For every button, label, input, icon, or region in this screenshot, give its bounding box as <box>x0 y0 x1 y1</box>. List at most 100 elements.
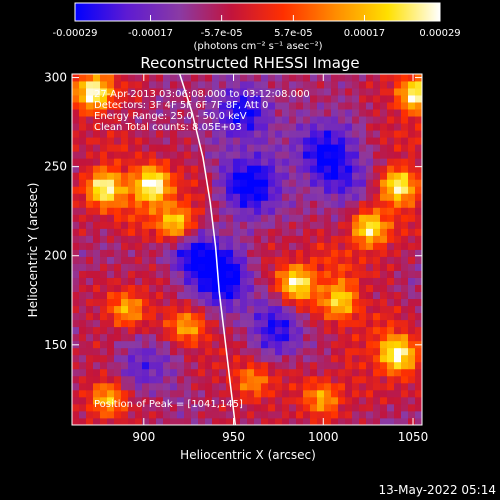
heatmap-cell <box>394 137 402 145</box>
heatmap-cell <box>114 235 122 243</box>
heatmap-cell <box>366 361 374 370</box>
heatmap-cell <box>303 277 311 285</box>
heatmap-cell <box>177 235 185 243</box>
heatmap-cell <box>366 319 374 328</box>
heatmap-cell <box>114 382 122 391</box>
heatmap-cell <box>114 207 122 215</box>
heatmap-cell <box>191 200 199 208</box>
heatmap-cell <box>212 263 220 271</box>
heatmap-cell <box>303 263 311 271</box>
heatmap-cell <box>303 354 311 363</box>
heatmap-cell <box>415 228 423 236</box>
heatmap-cell <box>282 102 290 110</box>
heatmap-cell <box>310 347 318 356</box>
annotation-counts: Clean Total counts: 8.05E+03 <box>94 122 242 133</box>
heatmap-cell <box>359 116 367 124</box>
heatmap-cell <box>142 165 150 173</box>
heatmap-cell <box>184 361 192 370</box>
heatmap-cell <box>205 249 213 257</box>
heatmap-cell <box>401 179 409 187</box>
heatmap-cell <box>107 228 115 236</box>
heatmap-cell <box>268 263 276 271</box>
heatmap-cell <box>303 326 311 335</box>
heatmap-cell <box>254 165 262 173</box>
heatmap-cell <box>233 277 241 285</box>
heatmap-cell <box>233 179 241 187</box>
heatmap-cell <box>345 361 353 370</box>
heatmap-cell <box>254 172 262 180</box>
heatmap-cell <box>268 270 276 278</box>
heatmap-cell <box>163 291 171 300</box>
heatmap-cell <box>366 151 374 159</box>
heatmap-cell <box>408 144 416 152</box>
heatmap-cell <box>86 109 94 117</box>
heatmap-cell <box>373 305 381 314</box>
heatmap-cell <box>93 270 101 278</box>
heatmap-cell <box>387 361 395 370</box>
heatmap-cell <box>247 284 255 293</box>
heatmap-cell <box>100 165 108 173</box>
heatmap-cell <box>121 242 129 250</box>
heatmap-cell <box>289 151 297 159</box>
heatmap-cell <box>156 312 164 321</box>
heatmap-cell <box>198 319 206 328</box>
heatmap-cell <box>205 277 213 285</box>
colorbar-unit-label: (photons cm⁻² s⁻¹ asec⁻²) <box>193 41 322 52</box>
heatmap-cell <box>331 130 339 138</box>
heatmap-cell <box>128 214 136 222</box>
heatmap-cell <box>275 74 283 82</box>
heatmap-cell <box>93 74 101 82</box>
heatmap-cell <box>275 102 283 110</box>
heatmap-cell <box>233 389 241 398</box>
heatmap-cell <box>219 74 227 82</box>
heatmap-cell <box>156 172 164 180</box>
heatmap-cell <box>128 333 136 342</box>
heatmap-cell <box>107 88 115 96</box>
heatmap-cell <box>289 144 297 152</box>
heatmap-cell <box>289 228 297 236</box>
heatmap-cell <box>310 284 318 293</box>
heatmap-cell <box>324 298 332 307</box>
heatmap-cell <box>380 249 388 257</box>
heatmap-cell <box>114 284 122 293</box>
heatmap-cell <box>226 214 234 222</box>
heatmap-cell <box>79 207 87 215</box>
heatmap-cell <box>261 284 269 293</box>
heatmap-cell <box>324 368 332 377</box>
heatmap-cell <box>331 88 339 96</box>
heatmap-cell <box>156 228 164 236</box>
heatmap-cell <box>156 333 164 342</box>
heatmap-cell <box>275 354 283 363</box>
heatmap-cell <box>156 242 164 250</box>
heatmap-cell <box>317 340 325 349</box>
heatmap-cell <box>282 109 290 117</box>
heatmap-cell <box>303 186 311 194</box>
heatmap-cell <box>219 235 227 243</box>
heatmap-cell <box>282 214 290 222</box>
heatmap-cell <box>303 109 311 117</box>
heatmap-cell <box>205 326 213 335</box>
heatmap-cell <box>268 137 276 145</box>
heatmap-cell <box>149 102 157 110</box>
heatmap-cell <box>247 214 255 222</box>
heatmap-cell <box>93 333 101 342</box>
heatmap-cell <box>387 179 395 187</box>
heatmap-cell <box>226 221 234 229</box>
heatmap-cell <box>142 375 150 384</box>
heatmap-cell <box>268 235 276 243</box>
heatmap-cell <box>275 207 283 215</box>
heatmap-cell <box>345 347 353 356</box>
heatmap-cell <box>114 221 122 229</box>
heatmap-cell <box>415 312 423 321</box>
heatmap-cell <box>324 116 332 124</box>
heatmap-cell <box>247 263 255 271</box>
heatmap-cell <box>142 277 150 285</box>
heatmap-cell <box>394 305 402 314</box>
heatmap-cell <box>394 270 402 278</box>
heatmap-cell <box>387 326 395 335</box>
heatmap-cell <box>233 291 241 300</box>
heatmap-cell <box>240 200 248 208</box>
heatmap-cell <box>296 116 304 124</box>
heatmap-cell <box>317 172 325 180</box>
heatmap-cell <box>380 291 388 300</box>
